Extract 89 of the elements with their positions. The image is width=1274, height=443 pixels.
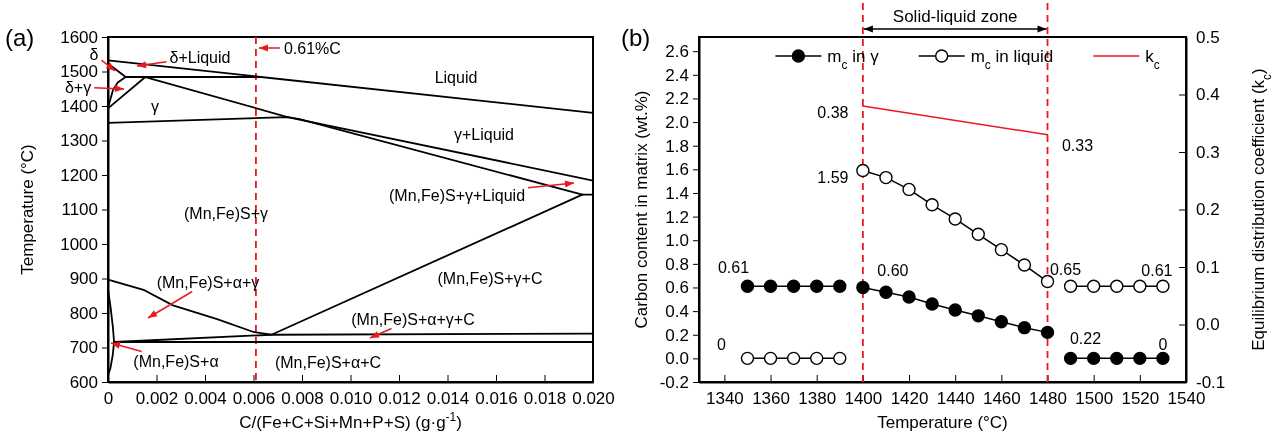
x-tick-label: 0.018: [523, 389, 567, 409]
x-tick-label: 0: [103, 389, 114, 409]
text: δ: [89, 46, 99, 63]
y-tick-label: 700: [69, 338, 98, 358]
legend-label: k$_{c}$: [1145, 47, 1160, 72]
data-label: 1.59: [817, 168, 849, 186]
y-tick-label: 1300: [60, 131, 98, 151]
y2-tick-label: -0.1: [1196, 372, 1226, 392]
y-tick-label: 1100: [61, 200, 98, 220]
y-tick-label: 1400: [60, 96, 98, 116]
x-axis-title: Temperature (°C): [877, 413, 1008, 432]
y-tick-label: 0.0: [665, 349, 689, 369]
ref-line-label: 0.61%C: [283, 40, 341, 57]
text: δ+γ: [64, 79, 92, 96]
y-tick-label: 2.4: [665, 65, 689, 85]
y-tick-label: 1200: [60, 165, 98, 185]
x-tick-label: 1420: [890, 389, 929, 409]
x-tick-label: 1440: [936, 389, 975, 409]
y-tick-label: 2.6: [665, 42, 689, 62]
y-tick-label: 1.2: [665, 207, 689, 227]
y-tick-label: 2.0: [665, 113, 689, 133]
annotation: (Mn,Fe)S+γ: [183, 205, 269, 222]
y-tick-label: 0.6: [665, 278, 689, 298]
y-tick-label: 1500: [60, 62, 98, 82]
y-tick-label: 2.2: [665, 89, 689, 109]
y-tick-label: -0.2: [659, 372, 689, 392]
data-label: 0.60: [877, 262, 909, 280]
x-tick-label: 0.012: [378, 389, 421, 409]
y-axis-title: Carbon content in matrix (wt.%): [632, 90, 651, 329]
data-label: 0: [1158, 336, 1168, 354]
y-tick-label: 900: [69, 269, 98, 289]
x-axis-title: C/(Fe+C+Si+Mn+P+S) (g·g$^{-1}$): [239, 410, 462, 432]
x-tick-label: 1460: [982, 389, 1021, 409]
annotation: (Mn,Fe)S+α+C: [274, 354, 382, 371]
text: Solid-liquid zone: [892, 7, 1018, 26]
x-tick-label: 1340: [705, 389, 744, 409]
x-tick-label: 0.016: [475, 389, 518, 409]
data-label: 0.65: [1049, 260, 1082, 278]
annotation: (Mn,Fe)S+γ+C: [437, 270, 543, 287]
y-tick-label: 1.0: [665, 231, 689, 251]
y-tick-label: 1.4: [665, 183, 689, 203]
legend-label: m$_{c}$ in γ: [827, 47, 880, 72]
x-tick-label: 1520: [1121, 389, 1160, 409]
x-tick-label: 0.002: [135, 389, 179, 409]
annotation: (Mn,Fe)S+α: [133, 353, 219, 370]
x-tick-label: 1360: [752, 389, 790, 409]
x-tick-label: 1480: [1029, 389, 1067, 409]
y-tick-label: 0.2: [665, 325, 689, 345]
y-tick-label: 800: [69, 303, 98, 323]
x-tick-label: 0.008: [281, 389, 324, 409]
annotation: Liquid: [434, 69, 478, 86]
y-axis-title: Temperature (°C): [18, 144, 37, 275]
y-tick-label: 600: [69, 372, 98, 392]
x-tick-label: 0.020: [572, 389, 615, 409]
annotation: γ: [151, 98, 159, 115]
data-label: 0.38: [817, 104, 849, 121]
y-tick-label: 1.6: [665, 160, 689, 180]
x-tick-label: 1400: [844, 389, 883, 409]
chart-title: (b): [621, 24, 651, 51]
annotation: (Mn,Fe)S+γ+Liquid: [388, 187, 526, 204]
chart-title: (a): [5, 24, 35, 51]
y2-tick-label: 0.0: [1196, 315, 1220, 335]
y-tick-label: 0.8: [665, 254, 689, 274]
annotation: (Mn,Fe)S+α+γ: [156, 274, 260, 291]
x-tick-label: 0.014: [426, 389, 470, 409]
annotation: (Mn,Fe)S+α+γ+C: [351, 311, 475, 328]
x-tick-label: 1540: [1167, 389, 1206, 409]
annotation: δ+Liquid: [169, 49, 231, 66]
x-tick-label: 0.010: [329, 389, 373, 409]
data-label: 0: [717, 336, 727, 354]
y-tick-label: 1000: [60, 234, 98, 254]
data-label: 0.61: [717, 259, 750, 277]
legend-label: m$_{c}$ in liquid: [970, 47, 1054, 72]
y2-tick-label: 0.5: [1196, 27, 1220, 47]
y-tick-label: 1.8: [665, 136, 689, 156]
y2-tick-label: 0.4: [1196, 85, 1220, 105]
data-label: 0.22: [1069, 330, 1102, 348]
annotation: γ+Liquid: [453, 126, 515, 143]
x-tick-label: 0.006: [232, 389, 276, 409]
x-tick-label: 1380: [798, 389, 837, 409]
y2-tick-label: 0.3: [1196, 142, 1220, 162]
y2-tick-label: 0.2: [1196, 200, 1220, 220]
y-tick-label: 0.4: [665, 302, 689, 322]
data-label: 0.61: [1141, 262, 1173, 280]
y2-tick-label: 0.1: [1196, 257, 1220, 277]
data-label: 0.33: [1061, 136, 1094, 154]
x-tick-label: 1500: [1075, 389, 1114, 409]
y-tick-label: 1600: [60, 27, 98, 47]
x-tick-label: 0.004: [184, 389, 227, 409]
